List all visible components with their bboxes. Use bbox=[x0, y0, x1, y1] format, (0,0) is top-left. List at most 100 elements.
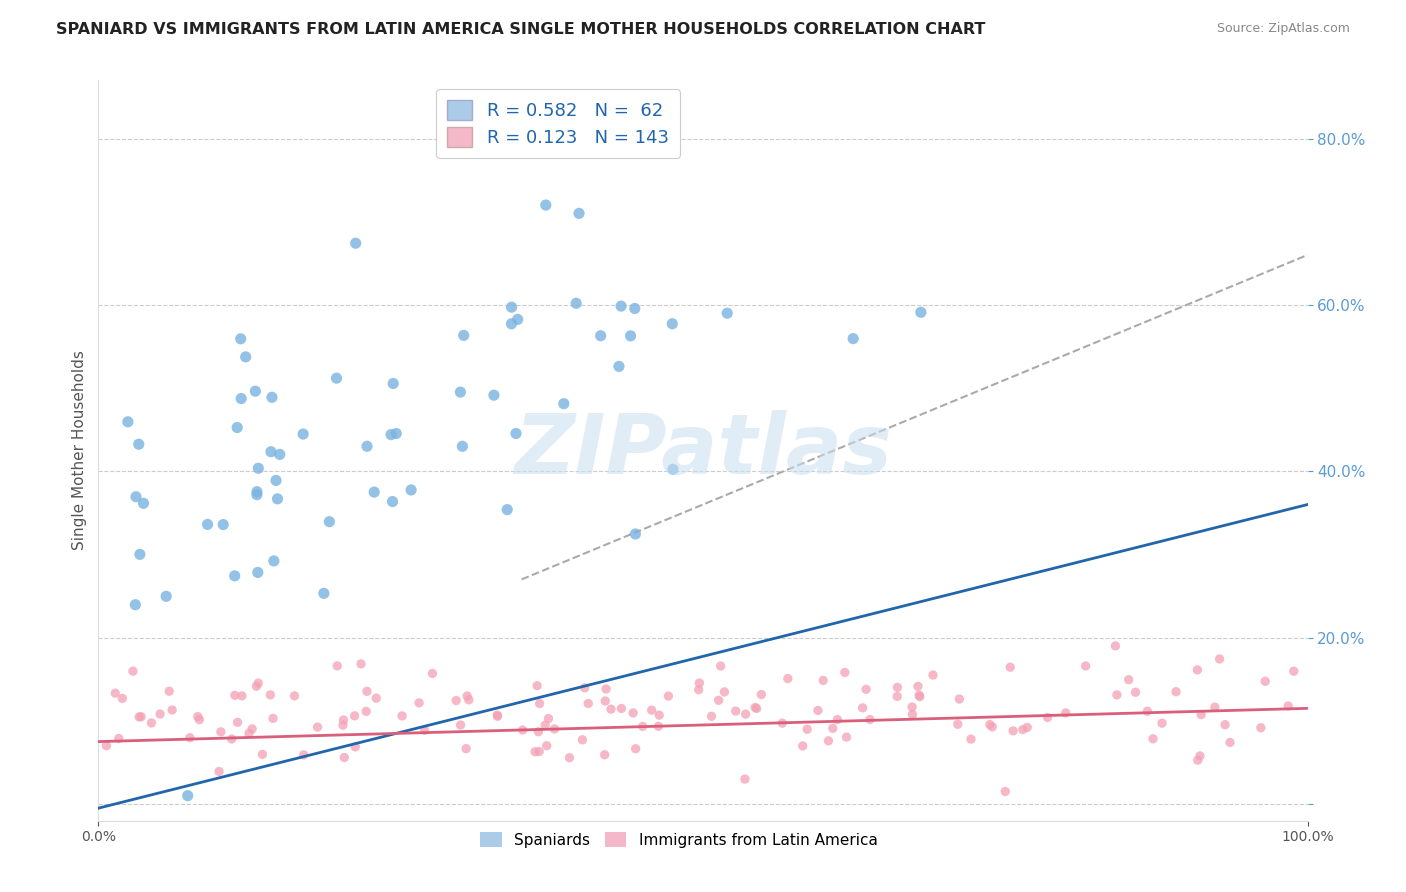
Point bbox=[565, 296, 588, 310]
Point bbox=[312, 586, 335, 600]
Point bbox=[536, 739, 558, 753]
Point bbox=[553, 397, 575, 411]
Point bbox=[501, 300, 523, 314]
Point bbox=[450, 718, 472, 732]
Point bbox=[792, 739, 814, 753]
Point bbox=[543, 722, 565, 736]
Point bbox=[177, 789, 200, 803]
Point bbox=[910, 305, 932, 319]
Point bbox=[240, 722, 263, 736]
Point bbox=[623, 301, 645, 316]
Point bbox=[574, 681, 596, 695]
Point bbox=[344, 739, 367, 754]
Point bbox=[188, 713, 211, 727]
Y-axis label: Single Mother Households: Single Mother Households bbox=[72, 351, 87, 550]
Point bbox=[245, 384, 267, 399]
Point bbox=[128, 710, 150, 724]
Point bbox=[482, 388, 505, 402]
Point bbox=[245, 679, 267, 693]
Point bbox=[141, 715, 163, 730]
Point bbox=[391, 709, 413, 723]
Point bbox=[1125, 685, 1147, 699]
Point bbox=[527, 724, 550, 739]
Point bbox=[1254, 674, 1277, 689]
Point bbox=[326, 658, 349, 673]
Point bbox=[648, 708, 671, 723]
Point bbox=[252, 747, 274, 762]
Point bbox=[524, 745, 547, 759]
Point bbox=[624, 741, 647, 756]
Point bbox=[1036, 710, 1059, 724]
Point bbox=[621, 706, 644, 720]
Point bbox=[263, 554, 285, 568]
Point bbox=[381, 494, 404, 508]
Point bbox=[734, 707, 756, 722]
Text: ZIPatlas: ZIPatlas bbox=[515, 410, 891, 491]
Point bbox=[363, 485, 385, 500]
Point bbox=[129, 710, 152, 724]
Point bbox=[1189, 707, 1212, 722]
Point bbox=[356, 439, 378, 453]
Point bbox=[107, 731, 129, 746]
Point bbox=[886, 690, 908, 704]
Point bbox=[1002, 723, 1025, 738]
Point bbox=[408, 696, 430, 710]
Point bbox=[209, 724, 232, 739]
Point bbox=[1208, 652, 1230, 666]
Point bbox=[283, 689, 305, 703]
Point bbox=[325, 371, 347, 385]
Point bbox=[264, 474, 287, 488]
Point bbox=[221, 731, 243, 746]
Point bbox=[1017, 720, 1039, 734]
Point bbox=[707, 693, 730, 707]
Point bbox=[631, 719, 654, 733]
Point bbox=[979, 717, 1001, 731]
Point bbox=[770, 716, 793, 731]
Point bbox=[948, 692, 970, 706]
Point bbox=[307, 720, 329, 734]
Point bbox=[229, 332, 252, 346]
Point bbox=[716, 306, 738, 320]
Point bbox=[212, 517, 235, 532]
Point bbox=[505, 426, 527, 441]
Point bbox=[589, 328, 612, 343]
Point bbox=[662, 462, 685, 476]
Point bbox=[1054, 706, 1077, 720]
Point bbox=[266, 491, 288, 506]
Point bbox=[292, 427, 315, 442]
Point bbox=[1282, 664, 1305, 678]
Point bbox=[124, 598, 146, 612]
Point bbox=[453, 328, 475, 343]
Point bbox=[399, 483, 422, 497]
Point bbox=[807, 703, 830, 717]
Point bbox=[901, 700, 924, 714]
Point bbox=[231, 392, 253, 406]
Point bbox=[796, 723, 818, 737]
Point bbox=[724, 704, 747, 718]
Point bbox=[1000, 660, 1022, 674]
Point bbox=[333, 750, 356, 764]
Point bbox=[332, 718, 354, 732]
Point bbox=[1011, 723, 1033, 737]
Point bbox=[922, 668, 945, 682]
Point bbox=[208, 764, 231, 779]
Point bbox=[1213, 717, 1236, 731]
Point bbox=[593, 747, 616, 762]
Point bbox=[1150, 716, 1173, 731]
Point bbox=[155, 590, 177, 604]
Point bbox=[813, 673, 835, 688]
Point bbox=[380, 427, 402, 442]
Point bbox=[259, 688, 281, 702]
Point bbox=[610, 299, 633, 313]
Point bbox=[817, 734, 839, 748]
Point bbox=[128, 547, 150, 561]
Point bbox=[700, 709, 723, 723]
Legend: Spaniards, Immigrants from Latin America: Spaniards, Immigrants from Latin America bbox=[474, 825, 883, 854]
Point bbox=[1104, 639, 1126, 653]
Point bbox=[821, 721, 844, 735]
Point bbox=[855, 682, 877, 697]
Point bbox=[713, 685, 735, 699]
Point bbox=[710, 659, 733, 673]
Point bbox=[157, 684, 180, 698]
Point bbox=[946, 717, 969, 731]
